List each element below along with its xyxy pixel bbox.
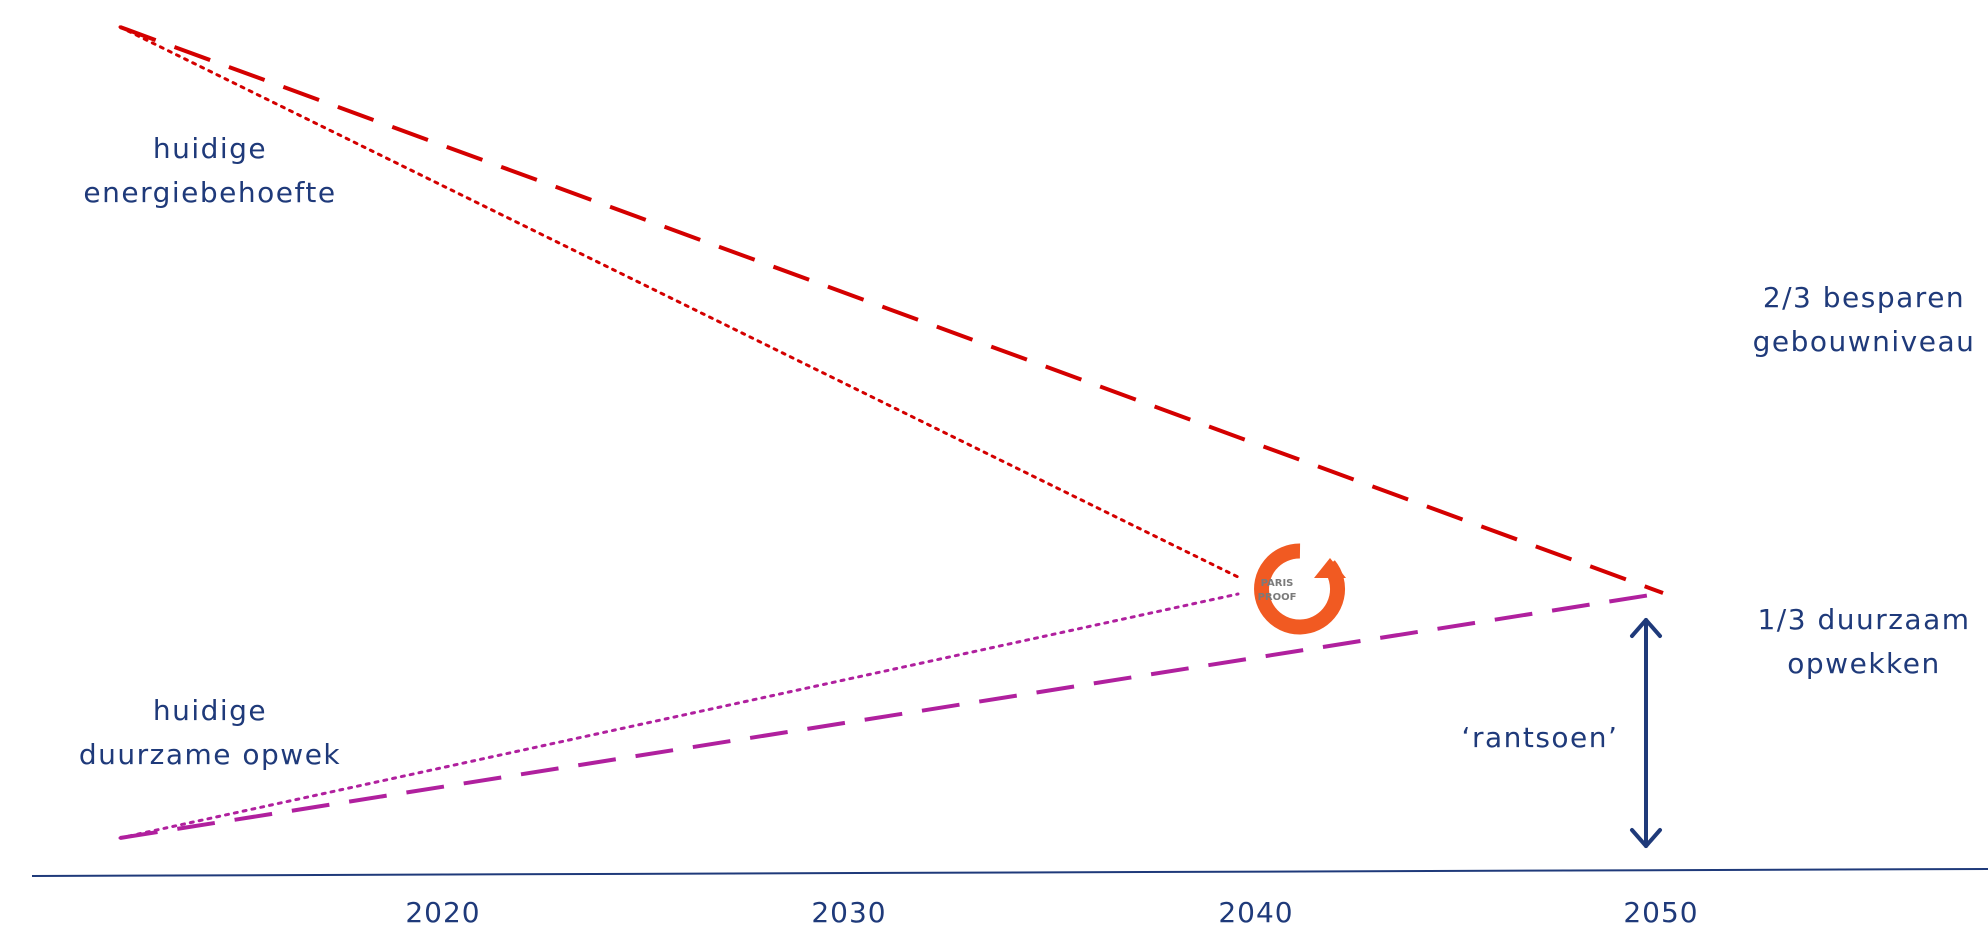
save-label: 2/3 besparen gebouwniveau [1740,276,1988,364]
renewable-dotted-line [118,592,1240,840]
axis-tick-2040: 2040 [1218,896,1294,929]
badge-ring-icon [1254,543,1346,635]
save-line1: 2/3 besparen [1762,281,1966,314]
badge-text-line2: PROOF [1258,592,1297,603]
demand-dotted-line [118,25,1240,579]
axis-tick-2020: 2020 [405,896,481,929]
paris-proof-badge: PARIS PROOF DGBC [1254,543,1346,635]
current-renewable-label: huidige duurzame opwek [70,689,350,777]
badge-text-line1: PARIS [1261,578,1294,589]
current-renewable-line2: duurzame opwek [78,738,342,771]
demand-dashed-line [119,25,1664,595]
generate-line2: opwekken [1787,647,1941,680]
ration-label: ‘rantsoen’ [1461,721,1619,754]
generate-line1: 1/3 duurzaam [1757,603,1971,636]
axis-tick-2050: 2050 [1623,896,1699,929]
axis-tick-2030: 2030 [811,896,887,929]
generate-label: 1/3 duurzaam opwekken [1740,598,1988,686]
save-line2: gebouwniveau [1752,325,1976,358]
current-demand-label: huidige energiebehoefte [70,127,350,215]
current-demand-line1: huidige [152,132,268,165]
renewable-dashed-line [119,591,1664,840]
badge-arrowhead-icon [1314,558,1346,578]
current-renewable-line1: huidige [152,694,268,727]
ration-arrow [1630,618,1662,848]
time-axis-line [31,868,1988,877]
current-demand-line2: energiebehoefte [83,176,337,209]
